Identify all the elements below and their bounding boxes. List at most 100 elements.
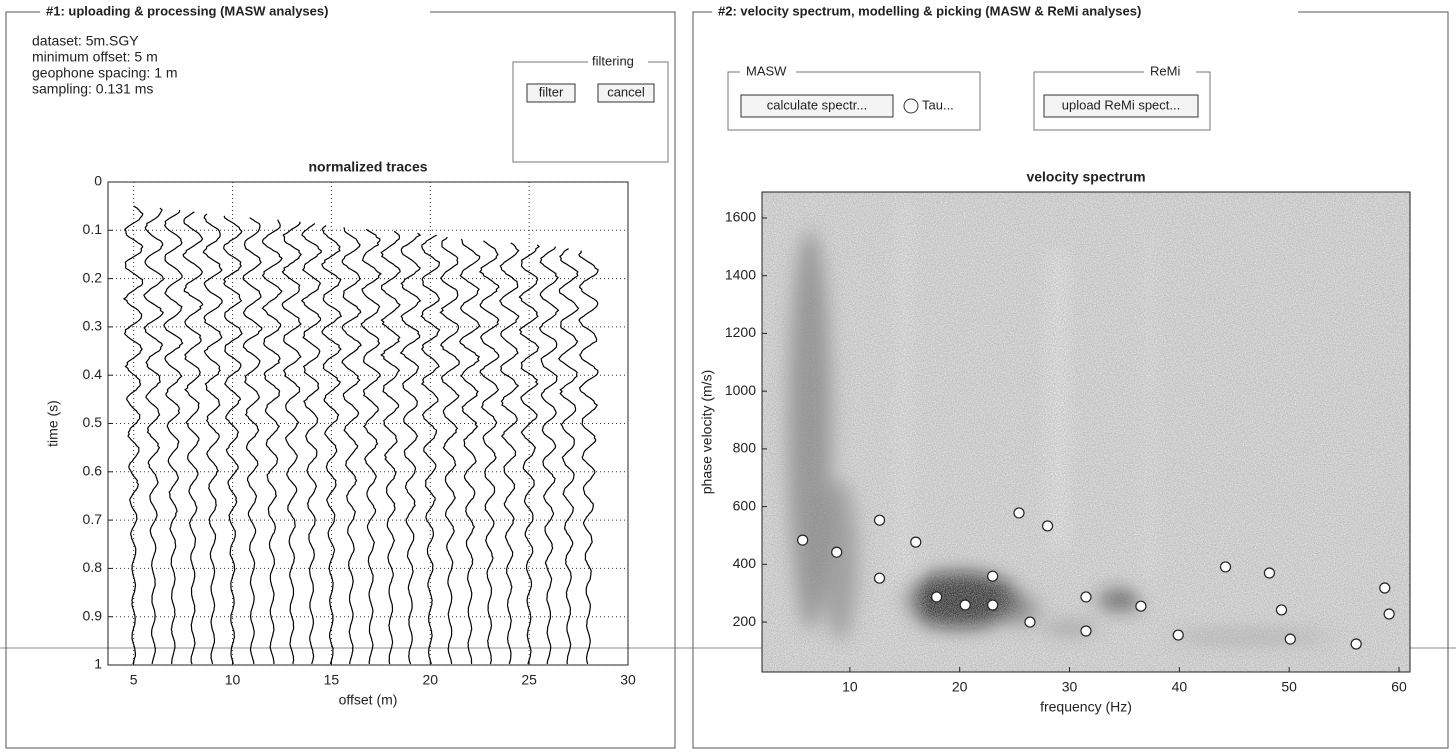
cancel-button[interactable] — [597, 83, 655, 103]
info-line: sampling: 0.131 ms — [32, 81, 153, 97]
y-axis-label: phase velocity (m/s) — [699, 370, 715, 494]
chart-title: velocity spectrum — [1026, 169, 1145, 185]
info-line: dataset: 5m.SGY — [32, 33, 139, 49]
filter-button[interactable] — [526, 83, 576, 103]
trace — [281, 221, 302, 665]
y-tick-label: 0 — [94, 173, 102, 189]
trace — [182, 211, 204, 665]
trace — [300, 223, 322, 665]
x-tick-label: 10 — [225, 672, 241, 688]
button-label[interactable]: calculate spectr... — [767, 97, 867, 112]
picked-point — [1080, 591, 1092, 603]
x-axis-label: frequency (Hz) — [1040, 699, 1132, 715]
chart-title: normalized traces — [308, 159, 427, 175]
traces — [122, 205, 599, 665]
trace — [321, 225, 343, 665]
calculate-button[interactable] — [740, 94, 894, 118]
panel-title: #1: uploading & processing (MASW analyse… — [46, 3, 328, 18]
upload-button[interactable] — [1043, 94, 1199, 118]
y-tick-label: 0.8 — [83, 559, 103, 575]
y-tick-label: 1000 — [725, 382, 756, 398]
picked-point — [831, 546, 843, 558]
picked-point — [931, 591, 943, 603]
x-tick-label: 20 — [952, 679, 968, 695]
picked-point — [1275, 604, 1288, 616]
y-tick-label: 200 — [733, 613, 757, 629]
picked-point — [1219, 561, 1232, 573]
y-tick-label: 0.3 — [83, 318, 103, 334]
picked-point — [1013, 507, 1025, 519]
picked-point — [1135, 600, 1147, 612]
picked-point — [873, 572, 886, 584]
radio-button[interactable] — [903, 98, 919, 114]
button-label[interactable]: cancel — [607, 84, 645, 99]
y-tick-label: 0.9 — [83, 607, 103, 623]
trace — [459, 238, 481, 665]
group-title: MASW — [746, 63, 787, 78]
x-tick-label: 20 — [422, 672, 438, 688]
trace — [399, 232, 422, 665]
y-tick-label: 0.1 — [83, 221, 103, 237]
picked-point — [1041, 520, 1054, 532]
group-box-bg — [1144, 64, 1196, 80]
y-tick-label: 0.2 — [83, 269, 103, 285]
button-label[interactable]: upload ReMi spect... — [1062, 97, 1181, 112]
picked-point — [1350, 638, 1362, 650]
x-axis-label: offset (m) — [339, 692, 398, 708]
title-bg — [712, 3, 1298, 21]
info-line: geophone spacing: 1 m — [32, 65, 178, 81]
picked-point — [910, 536, 922, 548]
trace — [360, 228, 382, 665]
trace — [518, 244, 540, 665]
y-tick-label: 1200 — [725, 324, 756, 340]
picked-point — [1284, 633, 1296, 645]
trace — [478, 240, 500, 665]
radio-label[interactable]: Tau... — [922, 97, 954, 112]
trace — [341, 227, 362, 665]
trace — [143, 207, 164, 665]
y-tick-label: 1 — [94, 656, 102, 672]
group-box — [1033, 71, 1211, 131]
y-tick-label: 0.6 — [83, 463, 103, 479]
trace — [202, 213, 223, 665]
picked-point — [1080, 625, 1092, 637]
x-tick-label: 60 — [1391, 679, 1407, 695]
x-tick-label: 30 — [620, 672, 636, 688]
trace — [222, 215, 243, 665]
picked-point — [987, 570, 999, 582]
button-label[interactable]: filter — [539, 84, 564, 99]
picked-point — [1024, 616, 1036, 628]
y-tick-label: 0.5 — [83, 414, 103, 430]
y-tick-label: 1600 — [725, 209, 756, 225]
y-tick-label: 800 — [733, 440, 757, 456]
title-bg — [40, 3, 430, 21]
picked-point — [1379, 582, 1391, 594]
group-box-bg — [588, 54, 648, 70]
picked-point — [987, 599, 999, 611]
x-tick-label: 40 — [1172, 679, 1188, 695]
y-tick-label: 1400 — [725, 266, 756, 282]
y-tick-label: 400 — [733, 555, 757, 571]
x-tick-label: 10 — [842, 679, 858, 695]
picked-point — [1263, 567, 1276, 579]
trace — [499, 242, 520, 665]
x-tick-label: 5 — [130, 672, 138, 688]
trace — [261, 219, 283, 664]
x-tick-label: 30 — [1062, 679, 1078, 695]
y-tick-label: 0.7 — [83, 511, 103, 527]
info-line: minimum offset: 5 m — [32, 49, 158, 65]
x-tick-label: 15 — [324, 672, 340, 688]
trace — [578, 250, 599, 665]
group-box — [727, 71, 981, 131]
trace — [380, 230, 401, 665]
trace — [122, 205, 144, 665]
panel-title: #2: velocity spectrum, modelling & picki… — [718, 3, 1141, 18]
picked-point — [797, 534, 809, 546]
trace — [538, 246, 560, 665]
group-title: ReMi — [1150, 63, 1180, 78]
panel-frame — [5, 11, 676, 749]
y-tick-label: 600 — [733, 497, 757, 513]
trace — [439, 236, 460, 665]
trace — [242, 217, 263, 665]
